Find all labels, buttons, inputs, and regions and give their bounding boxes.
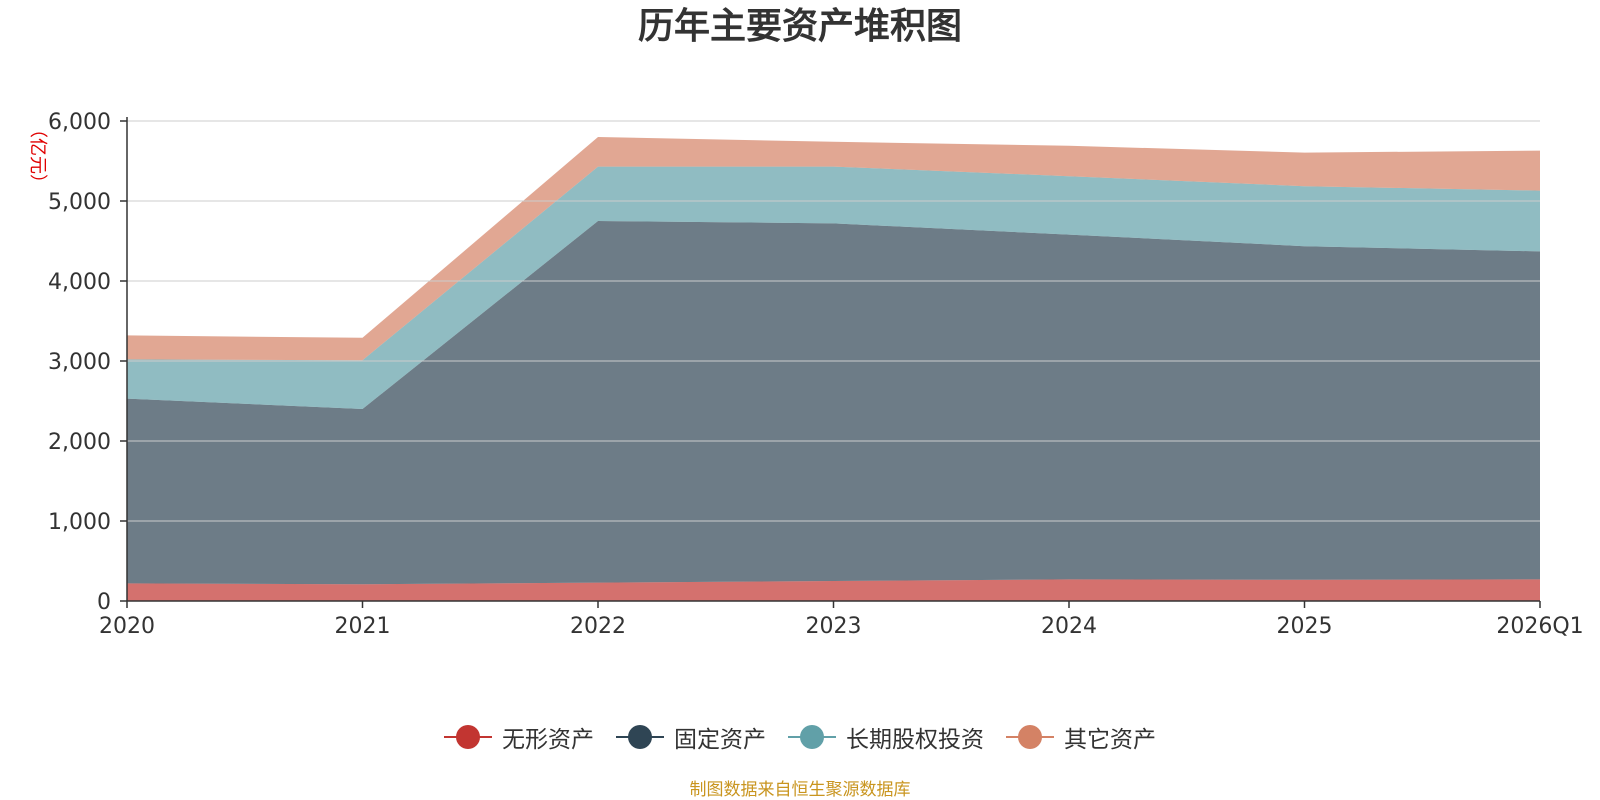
y-tick-label: 0 [97,590,111,615]
legend-label: 长期股权投资 [846,727,984,753]
legend-item-4[interactable]: 其它资产 [1006,720,1156,754]
legend-marker-icon [616,724,664,750]
y-tick-label: 2,000 [48,430,111,455]
y-tick-label: 1,000 [48,510,111,535]
source-note: 制图数据来自恒生聚源数据库 [689,780,911,800]
area-series-2 [127,221,1540,585]
legend-label: 无形资产 [502,727,594,753]
legend-label: 其它资产 [1064,727,1156,753]
stacked-area-chart: 0 1,000 2,000 3,000 4,000 5,000 6,000 2020 2021 2… [48,110,1584,639]
x-tick-label: 2021 [335,614,391,639]
area-series-3 [127,166,1540,409]
area-series-4 [127,137,1540,361]
y-axis-unit: （亿元） [27,120,48,192]
legend-marker-icon [1006,724,1054,750]
x-tick-label: 2020 [99,614,155,639]
legend-item-2[interactable]: 固定资产 [616,720,766,754]
legend-item-1[interactable]: 无形资产 [444,720,594,754]
y-tick-label: 4,000 [48,270,111,295]
chart-title: 历年主要资产堆积图 [637,6,962,47]
x-tick-label: 2023 [806,614,862,639]
y-tick-label: 5,000 [48,190,111,215]
chart-legend: 无形资产 固定资产 长期股权投资 其它资产 [0,720,1600,754]
x-tick-label: 2024 [1041,614,1097,639]
y-axis-unit-label: 亿元 [27,138,48,174]
legend-label: 固定资产 [674,727,766,753]
area-series-1 [127,579,1540,601]
x-tick-label: 2026Q1 [1496,614,1583,639]
x-tick-label: 2025 [1277,614,1333,639]
y-tick-label: 6,000 [48,110,111,135]
legend-marker-icon [788,724,836,750]
x-tick-label: 2022 [570,614,626,639]
y-tick-label: 3,000 [48,350,111,375]
legend-marker-icon [444,724,492,750]
legend-item-3[interactable]: 长期股权投资 [788,720,984,754]
